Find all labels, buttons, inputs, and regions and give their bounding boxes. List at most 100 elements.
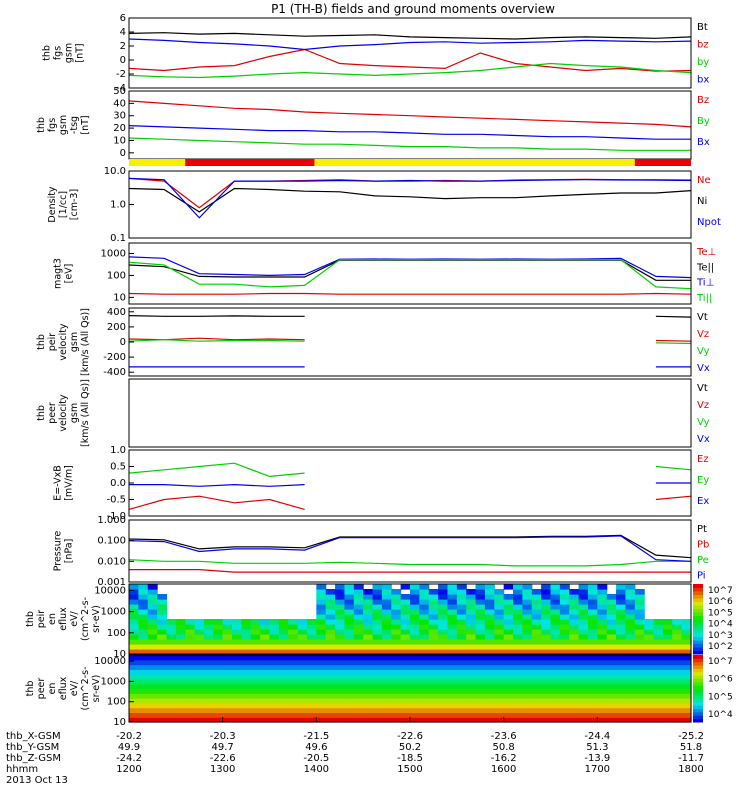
heatmap-cell	[157, 604, 168, 610]
heatmap-cell	[166, 664, 177, 670]
heatmap-cell	[306, 644, 317, 650]
heatmap-cell	[372, 717, 383, 723]
heatmap-cell	[625, 707, 636, 714]
heatmap-cell	[569, 614, 580, 620]
heatmap-cell	[175, 717, 186, 723]
heatmap-cell	[484, 655, 495, 661]
heatmap-cell	[260, 624, 271, 630]
heatmap-cell	[306, 655, 317, 661]
heatmap-cell	[428, 717, 439, 723]
colorbar: 10^410^510^610^7	[693, 655, 733, 723]
heatmap-cell	[410, 584, 420, 590]
heatmap-cell	[278, 649, 289, 655]
heatmap-cell	[672, 712, 683, 718]
heatmap-cell	[559, 644, 570, 650]
heatmap-cell	[372, 619, 383, 625]
heatmap-cell	[634, 674, 645, 680]
heatmap-cell	[597, 712, 608, 718]
heatmap-cell	[363, 717, 374, 723]
heatmap-cell	[147, 594, 158, 600]
heatmap-cell	[194, 678, 205, 685]
heatmap-cell	[372, 604, 383, 610]
heatmap-cell	[681, 659, 692, 666]
heatmap-cell	[250, 702, 261, 709]
legend-entry: bz	[697, 40, 709, 51]
heatmap-cell	[232, 634, 242, 640]
heatmap-cell	[335, 683, 346, 690]
heatmap-cell	[419, 702, 430, 709]
heatmap-cell	[391, 629, 402, 635]
heatmap-cell	[316, 693, 327, 699]
heatmap-cell	[288, 624, 299, 630]
heatmap-cell	[672, 629, 683, 635]
heatmap-cell	[419, 594, 430, 600]
heatmap-cell	[335, 707, 346, 714]
heatmap-cell	[372, 599, 383, 605]
heatmap-cell	[372, 712, 383, 718]
heatmap-cell	[278, 629, 289, 635]
heatmap-cell	[363, 659, 374, 666]
heatmap-cell	[569, 609, 580, 615]
heatmap-cell	[428, 614, 439, 620]
heatmap-cell	[129, 707, 139, 714]
heatmap-cell	[278, 634, 289, 640]
heatmap-cell	[550, 707, 561, 714]
heatmap-cell	[541, 669, 552, 675]
heatmap-cell	[381, 717, 392, 723]
heatmap-cell	[185, 707, 196, 714]
heatmap-cell	[335, 614, 346, 620]
heatmap-cell	[325, 609, 336, 615]
heatmap-cell	[185, 674, 196, 680]
heatmap-cell	[438, 604, 449, 610]
heatmap-cell	[616, 698, 627, 704]
heatmap-cell	[597, 707, 608, 714]
heatmap-cell	[269, 717, 280, 723]
heatmap-cell	[381, 688, 392, 694]
y-tick-label: 40	[113, 98, 126, 109]
heatmap-cell	[456, 649, 467, 655]
heatmap-cell	[494, 629, 505, 635]
colorbar-step	[693, 605, 703, 609]
heatmap-cell	[138, 698, 149, 704]
panel-frame	[128, 17, 692, 89]
heatmap-cell	[222, 634, 233, 640]
y-axis-label: [cm-3]	[69, 189, 80, 220]
heatmap-cell	[410, 702, 420, 709]
colorbar-step	[693, 678, 703, 683]
heatmap-cell	[569, 604, 580, 610]
heatmap-cell	[410, 624, 420, 630]
heatmap-cell	[503, 609, 514, 615]
heatmap-cell	[419, 683, 430, 690]
heatmap-cell	[381, 639, 392, 645]
heatmap-cell	[166, 639, 177, 645]
heatmap-cell	[606, 644, 617, 650]
heatmap-cell	[372, 664, 383, 670]
heatmap-cell	[316, 584, 327, 590]
heatmap-cell	[419, 698, 430, 704]
y-axis-label: magt3	[53, 258, 64, 289]
heatmap-cell	[410, 619, 420, 625]
heatmap-cell	[335, 674, 346, 680]
y-axis-label: thb	[25, 681, 36, 697]
heatmap-cell	[597, 678, 608, 685]
heatmap-cell	[147, 609, 158, 615]
heatmap-cell	[335, 698, 346, 704]
legend-entry: bx	[697, 75, 709, 86]
heatmap-cell	[316, 634, 327, 640]
heatmap-cell	[325, 698, 336, 704]
heatmap-cell	[606, 683, 617, 690]
heatmap-cell	[335, 712, 346, 718]
x-axis-labels: thb_X-GSM thb_Y-GSM thb_Z-GSM hhmm 2013 …	[6, 717, 704, 786]
heatmap-cell	[438, 678, 449, 685]
heatmap-cell	[269, 664, 280, 670]
heatmap-cell	[644, 624, 655, 630]
heatmap-cell	[325, 702, 336, 709]
heatmap-cell	[531, 604, 542, 610]
heatmap-cell	[503, 599, 514, 605]
heatmap-cell	[147, 698, 158, 704]
heatmap-cell	[456, 707, 467, 714]
y-tick-label: 0.0	[110, 478, 126, 489]
heatmap-cell	[550, 599, 561, 605]
heatmap-cell	[578, 584, 589, 590]
heatmap-cell	[372, 634, 383, 640]
